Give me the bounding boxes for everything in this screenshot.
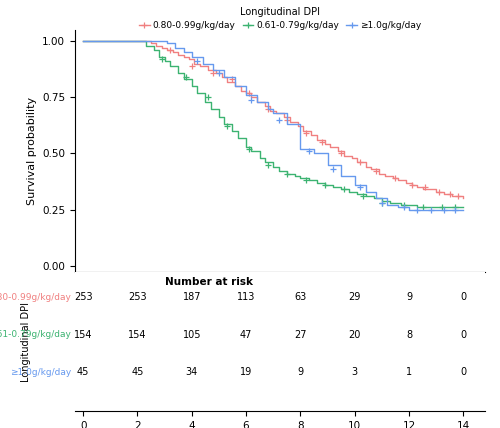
Text: 1: 1	[406, 367, 412, 377]
Text: 253: 253	[74, 292, 92, 302]
Text: 253: 253	[128, 292, 147, 302]
Text: 154: 154	[128, 330, 146, 340]
Text: 20: 20	[348, 330, 361, 340]
Text: 0.61-0.79g/kg/day: 0.61-0.79g/kg/day	[0, 330, 71, 339]
Legend: 0.80-0.99g/kg/day, 0.61-0.79g/kg/day, ≥1.0g/kg/day: 0.80-0.99g/kg/day, 0.61-0.79g/kg/day, ≥1…	[136, 3, 424, 34]
Text: 45: 45	[132, 367, 143, 377]
Text: 154: 154	[74, 330, 92, 340]
Text: 187: 187	[182, 292, 201, 302]
Text: 19: 19	[240, 367, 252, 377]
Text: 45: 45	[77, 367, 90, 377]
Y-axis label: Survival probability: Survival probability	[26, 97, 36, 205]
Text: 9: 9	[298, 367, 304, 377]
Text: 3: 3	[352, 367, 358, 377]
Text: 0.80-0.99g/kg/day: 0.80-0.99g/kg/day	[0, 293, 71, 302]
Text: 8: 8	[406, 330, 412, 340]
Text: 47: 47	[240, 330, 252, 340]
Text: 0: 0	[460, 367, 466, 377]
Text: 29: 29	[348, 292, 361, 302]
Text: 105: 105	[182, 330, 201, 340]
Text: Number at risk: Number at risk	[165, 276, 253, 286]
Text: 27: 27	[294, 330, 306, 340]
Text: 63: 63	[294, 292, 306, 302]
Text: 9: 9	[406, 292, 412, 302]
Text: 0: 0	[460, 330, 466, 340]
Text: 0: 0	[460, 292, 466, 302]
Text: 34: 34	[186, 367, 198, 377]
Text: ≥1.0g/kg/day: ≥1.0g/kg/day	[10, 368, 71, 377]
Text: 113: 113	[237, 292, 255, 302]
Y-axis label: Longitudinal DPI: Longitudinal DPI	[22, 302, 32, 382]
